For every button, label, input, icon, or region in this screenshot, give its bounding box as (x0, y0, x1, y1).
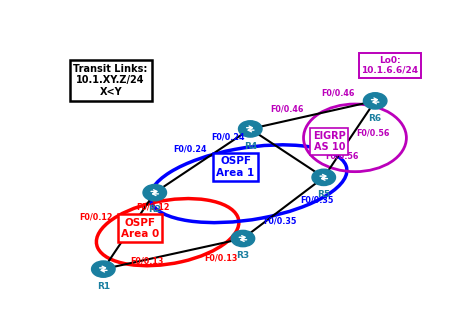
Text: Transit Links:
10.1.XY.Z/24
X<Y: Transit Links: 10.1.XY.Z/24 X<Y (73, 64, 148, 97)
Circle shape (312, 169, 336, 185)
Text: F0/0.46: F0/0.46 (270, 104, 304, 113)
Text: R3: R3 (237, 251, 249, 260)
Text: F0/0.56: F0/0.56 (356, 128, 390, 137)
Text: F0/0.35: F0/0.35 (300, 196, 333, 205)
Text: R6: R6 (369, 114, 382, 122)
Text: R1: R1 (97, 282, 110, 291)
Text: F0/0.24: F0/0.24 (173, 145, 206, 154)
Text: Lo0:
10.1.6.6/24: Lo0: 10.1.6.6/24 (361, 56, 419, 75)
Text: EIGRP
AS 10: EIGRP AS 10 (313, 131, 346, 153)
Text: R4: R4 (244, 142, 257, 151)
Text: F0/0.35: F0/0.35 (263, 216, 297, 225)
Circle shape (91, 261, 115, 277)
Text: R5: R5 (317, 190, 330, 199)
Text: F0/0.13: F0/0.13 (131, 257, 164, 266)
Text: F0/0.12: F0/0.12 (137, 202, 170, 211)
Text: F0/0.56: F0/0.56 (326, 151, 359, 160)
Text: F0/0.24: F0/0.24 (211, 132, 245, 141)
Circle shape (238, 121, 262, 137)
Text: F0/0.12: F0/0.12 (79, 213, 112, 221)
Circle shape (364, 93, 387, 109)
Circle shape (231, 230, 255, 247)
Text: OSPF
Area 0: OSPF Area 0 (121, 217, 159, 239)
Text: F0/0.46: F0/0.46 (322, 89, 355, 98)
Text: OSPF
Area 1: OSPF Area 1 (217, 156, 255, 178)
Text: F0/0.13: F0/0.13 (204, 253, 237, 262)
Circle shape (143, 184, 166, 201)
Text: R2: R2 (148, 205, 161, 214)
